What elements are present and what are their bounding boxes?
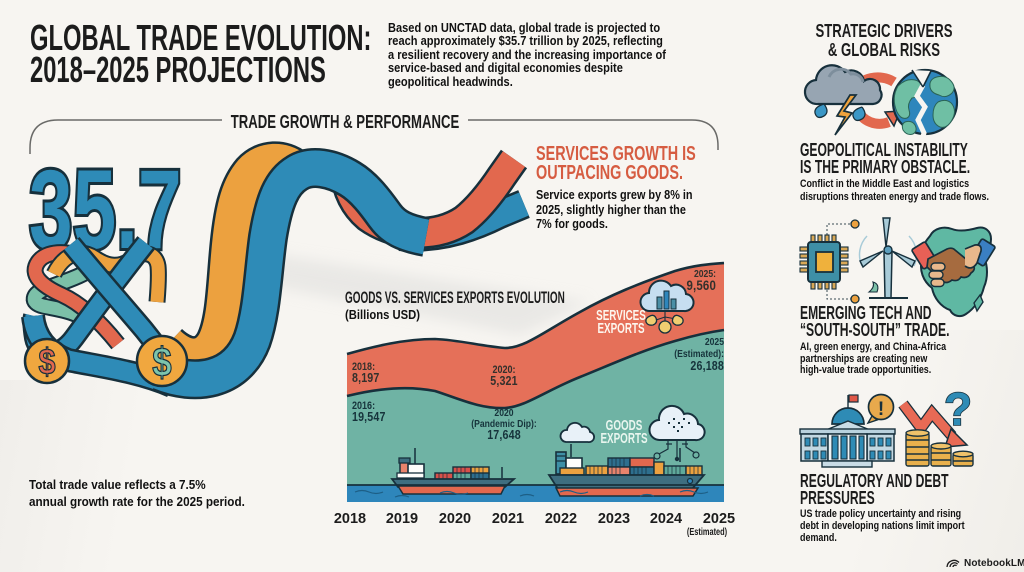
- svg-text:$: $: [38, 343, 55, 383]
- svg-text:$: $: [152, 340, 171, 385]
- svg-text:!: !: [878, 399, 884, 420]
- svg-text:?: ?: [944, 383, 972, 435]
